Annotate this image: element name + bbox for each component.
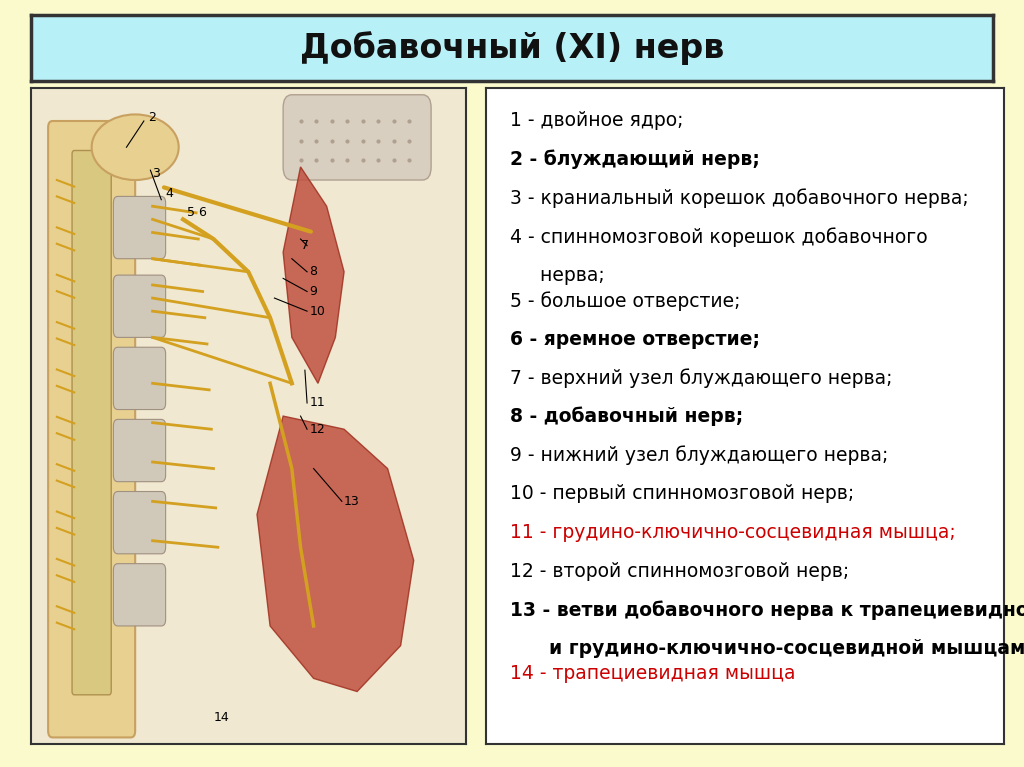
Text: 10 - первый спинномозговой нерв;: 10 - первый спинномозговой нерв;	[510, 484, 854, 503]
Text: и грудино-ключично-сосцевидной мышцам;: и грудино-ключично-сосцевидной мышцам;	[510, 639, 1024, 658]
Text: 7: 7	[301, 239, 308, 252]
Ellipse shape	[91, 114, 178, 180]
Text: 4: 4	[166, 186, 173, 199]
Text: Добавочный (XI) нерв: Добавочный (XI) нерв	[300, 31, 724, 65]
Text: 8: 8	[309, 265, 317, 278]
FancyBboxPatch shape	[114, 564, 166, 626]
FancyBboxPatch shape	[48, 121, 135, 737]
Text: нерва;: нерва;	[510, 266, 604, 285]
Text: 12 - второй спинномозговой нерв;: 12 - второй спинномозговой нерв;	[510, 561, 849, 581]
Text: 14: 14	[213, 711, 229, 724]
Text: 6 - яремное отверстие;: 6 - яремное отверстие;	[510, 330, 760, 348]
Polygon shape	[257, 416, 414, 692]
Text: 3 - краниальный корешок добавочного нерва;: 3 - краниальный корешок добавочного нерв…	[510, 189, 969, 208]
Text: 13: 13	[344, 495, 359, 508]
Text: 9: 9	[309, 285, 317, 298]
Text: 7 - верхний узел блуждающего нерва;: 7 - верхний узел блуждающего нерва;	[510, 368, 892, 388]
Text: 8 - добавочный нерв;: 8 - добавочный нерв;	[510, 407, 743, 426]
FancyBboxPatch shape	[283, 95, 431, 180]
Text: 11 - грудино-ключично-сосцевидная мышца;: 11 - грудино-ключично-сосцевидная мышца;	[510, 523, 955, 542]
FancyBboxPatch shape	[114, 347, 166, 410]
Text: 3: 3	[153, 167, 161, 180]
Text: 1 - двойное ядро;: 1 - двойное ядро;	[510, 111, 683, 130]
Polygon shape	[283, 167, 344, 384]
Text: 5 6: 5 6	[187, 206, 207, 219]
Text: 2 - блуждающий нерв;: 2 - блуждающий нерв;	[510, 150, 760, 170]
Text: 4 - спинномозговой корешок добавочного: 4 - спинномозговой корешок добавочного	[510, 227, 928, 247]
Text: 10: 10	[309, 304, 326, 318]
Text: 11: 11	[309, 397, 325, 410]
Text: 9 - нижний узел блуждающего нерва;: 9 - нижний узел блуждающего нерва;	[510, 446, 888, 466]
Text: 13 - ветви добавочного нерва к трапециевидной: 13 - ветви добавочного нерва к трапециев…	[510, 601, 1024, 620]
Text: 2: 2	[148, 111, 156, 124]
Text: 14 - трапециевидная мышца: 14 - трапециевидная мышца	[510, 664, 796, 683]
FancyBboxPatch shape	[72, 150, 112, 695]
FancyBboxPatch shape	[114, 492, 166, 554]
FancyBboxPatch shape	[114, 196, 166, 258]
Text: 12: 12	[309, 423, 325, 436]
Text: 5 - большое отверстие;: 5 - большое отверстие;	[510, 291, 740, 311]
FancyBboxPatch shape	[114, 275, 166, 337]
FancyBboxPatch shape	[114, 420, 166, 482]
